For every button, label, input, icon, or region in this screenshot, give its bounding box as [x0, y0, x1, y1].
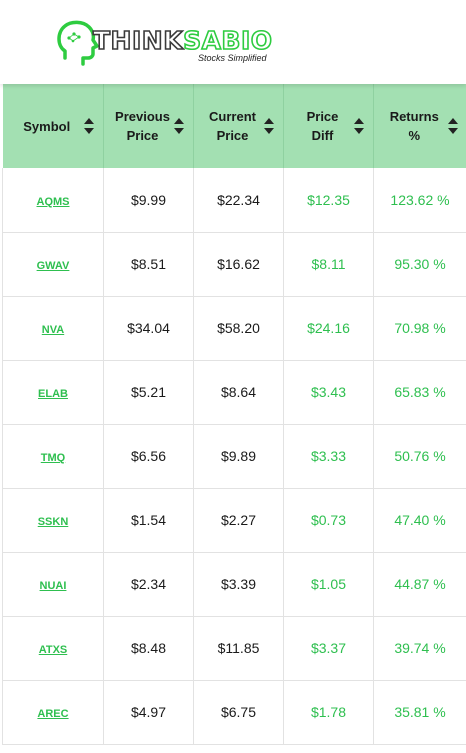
column-header-price-diff[interactable]: Price Diff: [283, 84, 374, 168]
header-row: Symbol Previous Price Current Price Pric…: [2, 84, 466, 168]
brand-tagline: Stocks Simplified: [198, 53, 267, 63]
price-diff-cell: $3.43: [283, 360, 374, 424]
column-header-current-price[interactable]: Current Price: [193, 84, 284, 168]
symbol-link[interactable]: ATXS: [38, 644, 68, 656]
price-diff-cell: $1.05: [283, 552, 374, 616]
current-price-cell: $6.75: [193, 680, 284, 744]
symbol-link[interactable]: TMQ: [40, 452, 66, 464]
symbol-link[interactable]: ELAB: [38, 388, 68, 400]
stock-returns-table: Symbol Previous Price Current Price Pric…: [2, 84, 466, 745]
returns-cell: 95.30 %: [373, 232, 466, 296]
sort-icon[interactable]: [84, 118, 94, 134]
symbol-cell: ATXS: [2, 616, 104, 680]
price-diff-cell: $12.35: [283, 168, 374, 232]
table-body: AQMS $9.99 $22.34 $12.35 123.62 % GWAV $…: [2, 168, 466, 744]
brand-wordmark: THINKSABIO: [92, 25, 273, 56]
head-profile-icon: [57, 20, 99, 66]
brand-name-sabio: SABIO: [182, 25, 273, 56]
price-diff-cell: $1.78: [283, 680, 374, 744]
symbol-cell: GWAV: [2, 232, 104, 296]
table-row: ELAB $5.21 $8.64 $3.43 65.83 %: [2, 360, 466, 424]
thinksabio-logo[interactable]: THINKSABIO Stocks Simplified: [55, 18, 285, 68]
previous-price-cell: $5.21: [103, 360, 194, 424]
symbol-cell: NVA: [2, 296, 104, 360]
table-row: AREC $4.97 $6.75 $1.78 35.81 %: [2, 680, 466, 744]
current-price-cell: $8.64: [193, 360, 284, 424]
column-header-previous-price[interactable]: Previous Price: [103, 84, 194, 168]
brand-name-think: THINK: [92, 25, 184, 56]
symbol-link[interactable]: SSKN: [37, 516, 69, 528]
returns-cell: 70.98 %: [373, 296, 466, 360]
previous-price-cell: $8.51: [103, 232, 194, 296]
current-price-cell: $2.27: [193, 488, 284, 552]
price-diff-cell: $8.11: [283, 232, 374, 296]
symbol-cell: NUAI: [2, 552, 104, 616]
table-header: Symbol Previous Price Current Price Pric…: [2, 84, 466, 168]
sort-icon[interactable]: [447, 118, 458, 134]
returns-cell: 123.62 %: [373, 168, 466, 232]
returns-cell: 65.83 %: [373, 360, 466, 424]
symbol-link[interactable]: GWAV: [36, 260, 70, 272]
table-row: SSKN $1.54 $2.27 $0.73 47.40 %: [2, 488, 466, 552]
table-row: AQMS $9.99 $22.34 $12.35 123.62 %: [2, 168, 466, 232]
symbol-link[interactable]: AQMS: [36, 195, 70, 208]
symbol-link[interactable]: NUAI: [39, 580, 67, 592]
column-header-label: Diff: [311, 128, 334, 143]
symbol-link[interactable]: NVA: [41, 324, 65, 336]
previous-price-cell: $9.99: [103, 168, 194, 232]
returns-cell: 39.74 %: [373, 616, 466, 680]
symbol-cell: AREC: [2, 680, 104, 744]
table-row: NVA $34.04 $58.20 $24.16 70.98 %: [2, 296, 466, 360]
symbol-cell: SSKN: [2, 488, 104, 552]
column-header-label: Price: [126, 128, 159, 143]
sort-icon[interactable]: [174, 118, 184, 134]
table-row: NUAI $2.34 $3.39 $1.05 44.87 %: [2, 552, 466, 616]
column-header-label: Current: [209, 109, 256, 124]
previous-price-cell: $1.54: [103, 488, 194, 552]
column-header-label: %: [408, 128, 421, 143]
column-header-label: Symbol: [23, 118, 71, 134]
symbol-cell: AQMS: [2, 168, 104, 232]
current-price-cell: $3.39: [193, 552, 284, 616]
price-diff-cell: $0.73: [283, 488, 374, 552]
previous-price-cell: $8.48: [103, 616, 194, 680]
current-price-cell: $16.62: [193, 232, 284, 296]
sort-icon[interactable]: [354, 118, 364, 134]
column-header-label: Previous: [115, 109, 170, 124]
column-header-label: Price: [306, 109, 339, 124]
price-diff-cell: $3.37: [283, 616, 374, 680]
table-row: ATXS $8.48 $11.85 $3.37 39.74 %: [2, 616, 466, 680]
column-header-label: Returns: [389, 109, 439, 124]
column-header-label: Price: [216, 128, 249, 143]
table-row: GWAV $8.51 $16.62 $8.11 95.30 %: [2, 232, 466, 296]
price-diff-cell: $3.33: [283, 424, 374, 488]
current-price-cell: $58.20: [193, 296, 284, 360]
current-price-cell: $9.89: [193, 424, 284, 488]
returns-cell: 35.81 %: [373, 680, 466, 744]
previous-price-cell: $34.04: [103, 296, 194, 360]
price-diff-cell: $24.16: [283, 296, 374, 360]
current-price-cell: $22.34: [193, 168, 284, 232]
column-header-symbol[interactable]: Symbol: [2, 84, 104, 168]
returns-cell: 50.76 %: [373, 424, 466, 488]
site-header: THINKSABIO Stocks Simplified: [0, 0, 466, 84]
returns-cell: 47.40 %: [373, 488, 466, 552]
sort-icon[interactable]: [264, 118, 274, 134]
current-price-cell: $11.85: [193, 616, 284, 680]
symbol-cell: ELAB: [2, 360, 104, 424]
returns-cell: 44.87 %: [373, 552, 466, 616]
column-header-returns[interactable]: Returns %: [374, 84, 466, 168]
previous-price-cell: $4.97: [103, 680, 194, 744]
table-row: TMQ $6.56 $9.89 $3.33 50.76 %: [2, 424, 466, 488]
previous-price-cell: $6.56: [103, 424, 194, 488]
symbol-link[interactable]: AREC: [37, 708, 69, 720]
previous-price-cell: $2.34: [103, 552, 194, 616]
symbol-cell: TMQ: [2, 424, 104, 488]
